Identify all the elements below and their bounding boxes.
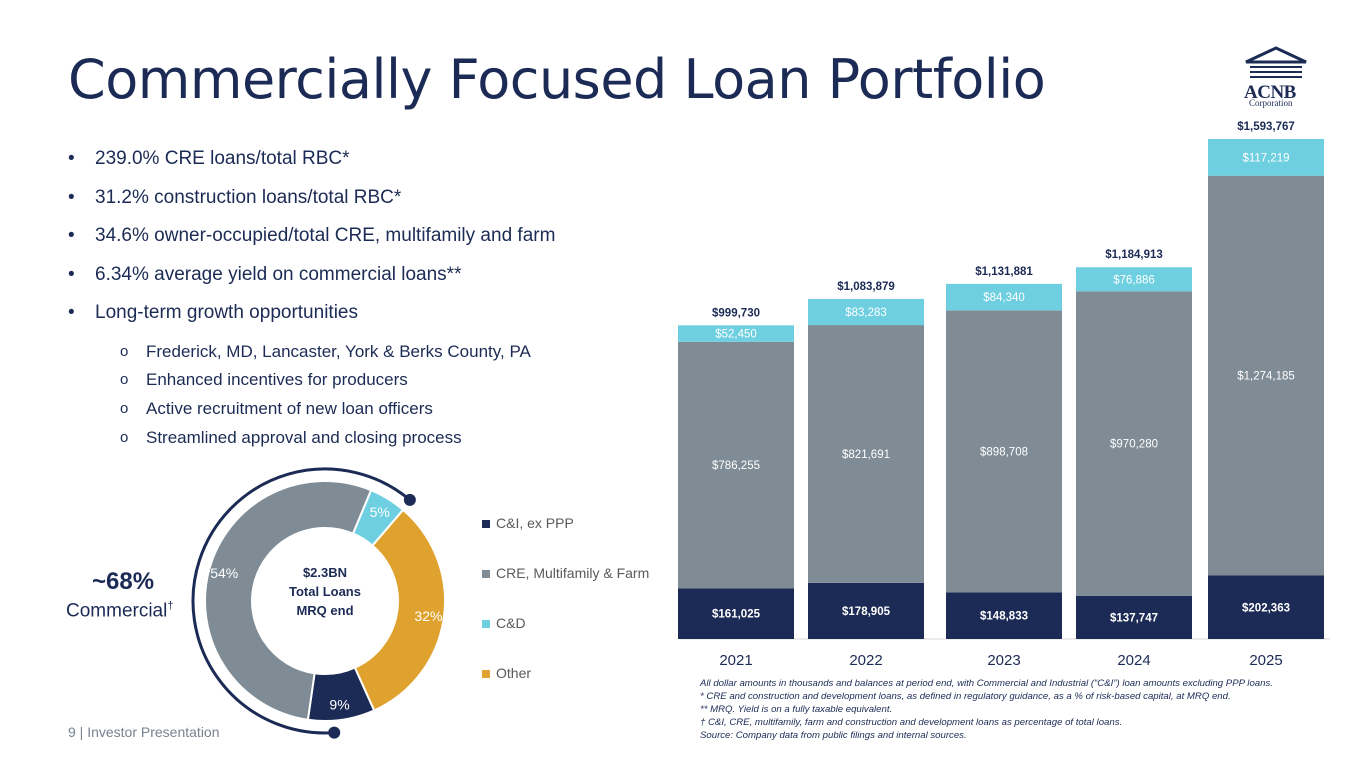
slice-label: 9% <box>329 696 349 712</box>
slice-label: 5% <box>370 504 390 520</box>
data-label: $83,283 <box>845 307 887 319</box>
bar-segment <box>1208 575 1324 639</box>
bar-segment <box>946 283 1062 311</box>
bracket-end-dot <box>328 726 341 739</box>
key-metrics-list: 239.0% CRE loans/total RBC* 31.2% constr… <box>68 146 668 453</box>
donut-slice <box>351 488 405 547</box>
footnote: Source: Company data from public filings… <box>700 730 967 741</box>
data-label: $821,691 <box>842 449 890 461</box>
data-label: $76,886 <box>1113 274 1155 286</box>
bar-segment <box>678 341 794 589</box>
donut-slice <box>203 480 373 721</box>
x-tick-label: 2025 <box>1249 652 1282 669</box>
bar-segment <box>946 310 1062 593</box>
commercial-percentage: ~68% <box>92 568 155 595</box>
legend-swatch <box>482 570 490 578</box>
x-tick-label: 2021 <box>719 652 752 669</box>
donut-slice <box>306 666 376 722</box>
data-label: $970,280 <box>1110 439 1158 451</box>
data-label: $52,450 <box>715 329 757 341</box>
legend-swatch <box>482 670 490 678</box>
donut-slice <box>353 508 446 712</box>
data-label: $117,219 <box>1242 152 1289 164</box>
bar-segment <box>1208 138 1324 176</box>
sub-bullet-incentives: o Enhanced incentives for producers <box>120 370 408 390</box>
total-label: $1,593,767 <box>1237 121 1295 133</box>
donut-center-text: MRQ end <box>296 603 353 618</box>
donut-center-text: $2.3BN <box>303 565 347 580</box>
acnb-logo-icon <box>1245 46 1307 78</box>
bar-segment <box>946 592 1062 639</box>
footnote: * CRE and construction and development l… <box>700 691 1231 702</box>
total-label: $1,083,879 <box>837 281 895 293</box>
slice-label: 32% <box>414 608 442 624</box>
data-label: $148,833 <box>980 611 1028 623</box>
commercial-bracket-arc <box>191 467 411 735</box>
footnote: ** MRQ. Yield is on a fully taxable equi… <box>700 704 893 715</box>
logo-name: ACNB <box>1244 82 1296 103</box>
total-label: $1,131,881 <box>975 266 1033 278</box>
donut-center-text: Total Loans <box>289 584 361 599</box>
data-label: $137,747 <box>1110 612 1158 624</box>
page-footer: 9 | Investor Presentation <box>68 724 220 740</box>
legend-label: Other <box>496 665 531 681</box>
footnote: All dollar amounts in thousands and bala… <box>700 678 1273 689</box>
bar-segment <box>1076 291 1192 596</box>
total-label: $999,730 <box>712 307 760 319</box>
slice-label: 54% <box>210 565 238 581</box>
footnote: † C&I, CRE, multifamily, farm and constr… <box>700 717 1123 728</box>
data-label: $202,363 <box>1242 602 1290 614</box>
bar-segment <box>1208 175 1324 576</box>
footnotes: All dollar amounts in thousands and bala… <box>700 677 1273 742</box>
x-tick-label: 2022 <box>849 652 882 669</box>
sub-bullet-markets: o Frederick, MD, Lancaster, York & Berks … <box>120 341 531 361</box>
data-label: $161,025 <box>712 609 761 621</box>
legend-label: C&I, ex PPP <box>496 515 574 531</box>
legend-label: C&D <box>496 615 526 631</box>
total-label: $1,184,913 <box>1105 249 1163 261</box>
commercial-label: Commercial† <box>66 600 174 622</box>
bar-segment <box>808 325 924 583</box>
bullet-growth: Long-term growth opportunities <box>68 300 668 339</box>
bullet-yield: 6.34% average yield on commercial loans*… <box>68 262 668 301</box>
sub-bullet-recruitment: o Active recruitment of new loan officers <box>120 398 433 418</box>
legend-label: CRE, Multifamily & Farm <box>496 565 649 581</box>
bar-segment <box>1076 267 1192 292</box>
bracket-end-dot <box>403 493 416 506</box>
bullet-owner-occupied: 34.6% owner-occupied/total CRE, multifam… <box>68 223 668 262</box>
bar-segment <box>678 588 794 639</box>
data-label: $178,905 <box>842 606 891 618</box>
bar-segment <box>678 325 794 342</box>
bar-segment <box>808 582 924 639</box>
sub-bullet-approval: o Streamlined approval and closing proces… <box>120 427 462 447</box>
bar-segment <box>1076 595 1192 639</box>
legend-swatch <box>482 620 490 628</box>
bar-segment <box>808 298 924 326</box>
data-label: $898,708 <box>980 446 1028 458</box>
data-label: $84,340 <box>983 292 1025 304</box>
x-tick-label: 2023 <box>987 652 1020 669</box>
logo-subtitle: Corporation <box>1249 98 1293 108</box>
bullet-construction-rbc: 31.2% construction loans/total RBC* <box>68 185 668 224</box>
legend-swatch <box>482 520 490 528</box>
bullet-cre-rbc: 239.0% CRE loans/total RBC* <box>68 146 668 185</box>
x-tick-label: 2024 <box>1117 652 1150 669</box>
page-title: Commercially Focused Loan Portfolio <box>68 48 1046 111</box>
data-label: $786,255 <box>712 460 760 472</box>
data-label: $1,274,185 <box>1237 371 1295 383</box>
